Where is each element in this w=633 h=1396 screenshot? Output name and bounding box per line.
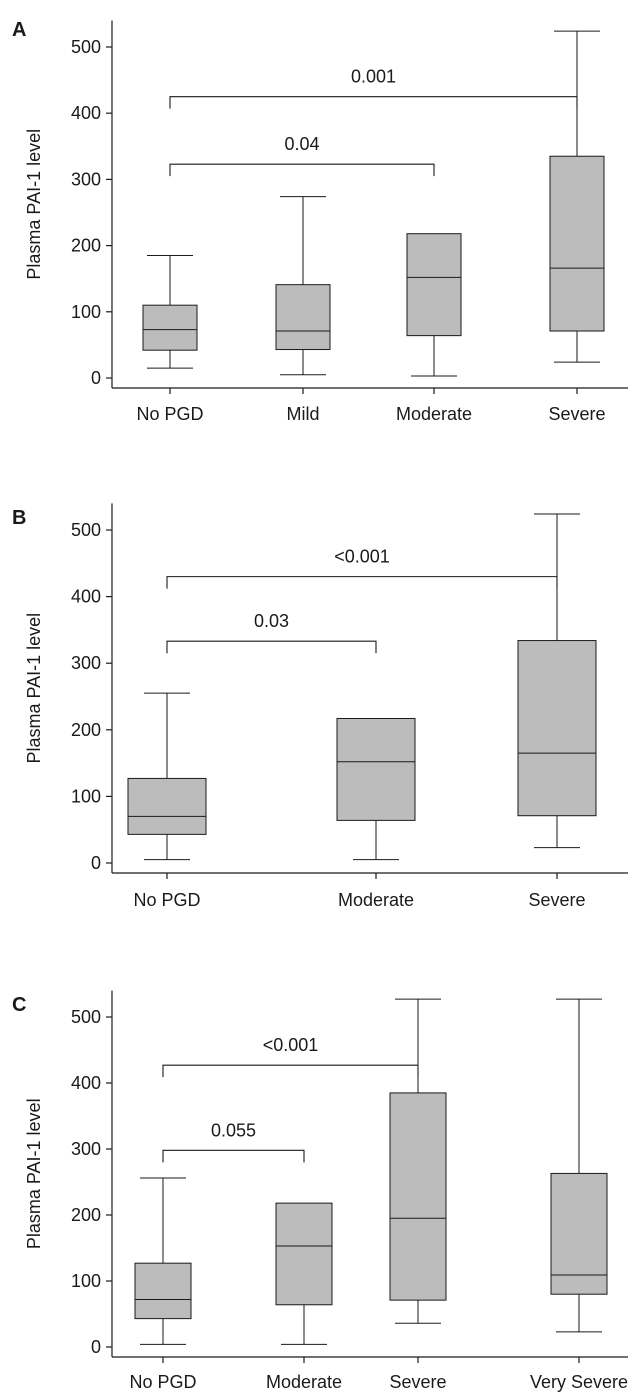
x-tick-label: Moderate xyxy=(266,1372,342,1392)
p-value-label: <0.001 xyxy=(334,547,390,567)
x-tick-label: No PGD xyxy=(129,1372,196,1392)
y-tick-label: 0 xyxy=(91,1337,101,1357)
box-group xyxy=(549,30,605,363)
bracket-line xyxy=(162,1064,419,1078)
panel-label: B xyxy=(12,507,26,529)
bracket-line xyxy=(162,1149,305,1163)
x-tick-label: Severe xyxy=(548,404,605,424)
p-value-label: 0.04 xyxy=(284,134,319,154)
y-tick-label: 100 xyxy=(71,786,101,806)
box-body xyxy=(134,1262,192,1320)
panel-a: A 0 100 200 300 400 500 Plasma PAI-1 level No PG… xyxy=(12,19,628,424)
y-tick-label: 0 xyxy=(91,853,101,873)
box-group xyxy=(275,1202,333,1345)
x-tick-label: Moderate xyxy=(338,890,414,910)
box-group xyxy=(275,196,331,376)
bracket-line xyxy=(169,163,435,177)
panel-label: A xyxy=(12,19,26,41)
box-body xyxy=(517,640,597,817)
y-axis-label: Plasma PAI-1 level xyxy=(24,1098,44,1249)
x-tick-label: Mild xyxy=(286,404,319,424)
y-tick-label: 400 xyxy=(71,103,101,123)
panel-label: C xyxy=(12,994,26,1016)
y-tick-label: 300 xyxy=(71,1139,101,1159)
box-body xyxy=(389,1092,447,1301)
x-tick-label: Moderate xyxy=(396,404,472,424)
box-body xyxy=(275,284,331,351)
box-body xyxy=(275,1202,333,1306)
comparison-bracket: 0.03 xyxy=(166,611,377,654)
y-tick-label: 200 xyxy=(71,1205,101,1225)
y-tick-label: 500 xyxy=(71,520,101,540)
box-group xyxy=(389,998,447,1324)
y-tick-label: 400 xyxy=(71,587,101,607)
box-body xyxy=(406,233,462,337)
y-tick-label: 100 xyxy=(71,1271,101,1291)
y-tick-label: 300 xyxy=(71,169,101,189)
box-group xyxy=(336,717,416,861)
comparison-bracket: 0.001 xyxy=(169,67,578,109)
x-tick-label: Very Severe xyxy=(530,1372,628,1392)
y-tick-label: 0 xyxy=(91,368,101,388)
y-tick-label: 200 xyxy=(71,720,101,740)
box-group xyxy=(550,998,608,1333)
x-tick-label: No PGD xyxy=(133,890,200,910)
p-value-label: 0.001 xyxy=(351,67,396,87)
comparison-bracket: 0.04 xyxy=(169,134,435,177)
x-tick-label: No PGD xyxy=(136,404,203,424)
comparison-bracket: <0.001 xyxy=(166,547,558,589)
box-group xyxy=(134,1177,192,1345)
box-group xyxy=(406,233,462,377)
box-body xyxy=(127,777,207,835)
p-value-label: <0.001 xyxy=(263,1035,319,1055)
y-axis-label: Plasma PAI-1 level xyxy=(24,129,44,280)
y-tick-label: 200 xyxy=(71,236,101,256)
box-body xyxy=(550,1172,608,1295)
x-tick-label: Severe xyxy=(389,1372,446,1392)
y-tick-label: 500 xyxy=(71,37,101,57)
box-group xyxy=(127,692,207,861)
box-body xyxy=(336,717,416,821)
y-tick-label: 500 xyxy=(71,1007,101,1027)
y-tick-label: 400 xyxy=(71,1073,101,1093)
box-group xyxy=(142,255,198,369)
bracket-line xyxy=(166,576,558,589)
y-tick-label: 300 xyxy=(71,653,101,673)
p-value-label: 0.03 xyxy=(254,611,289,631)
box-group xyxy=(517,513,597,849)
bracket-line xyxy=(169,96,578,109)
box-body xyxy=(549,155,605,332)
comparison-bracket: 0.055 xyxy=(162,1120,305,1163)
box-body xyxy=(142,304,198,351)
p-value-label: 0.055 xyxy=(211,1120,256,1140)
bracket-line xyxy=(166,640,377,654)
comparison-bracket: <0.001 xyxy=(162,1035,419,1078)
panel-b: B 0 100 200 300 400 500 Plasma PAI-1 level No PG… xyxy=(12,503,628,910)
y-tick-label: 100 xyxy=(71,302,101,322)
panel-c: C 0 100 200 300 400 500 Plasma PAI-1 level No PG… xyxy=(12,990,628,1392)
x-tick-label: Severe xyxy=(528,890,585,910)
y-axis-label: Plasma PAI-1 level xyxy=(24,613,44,764)
